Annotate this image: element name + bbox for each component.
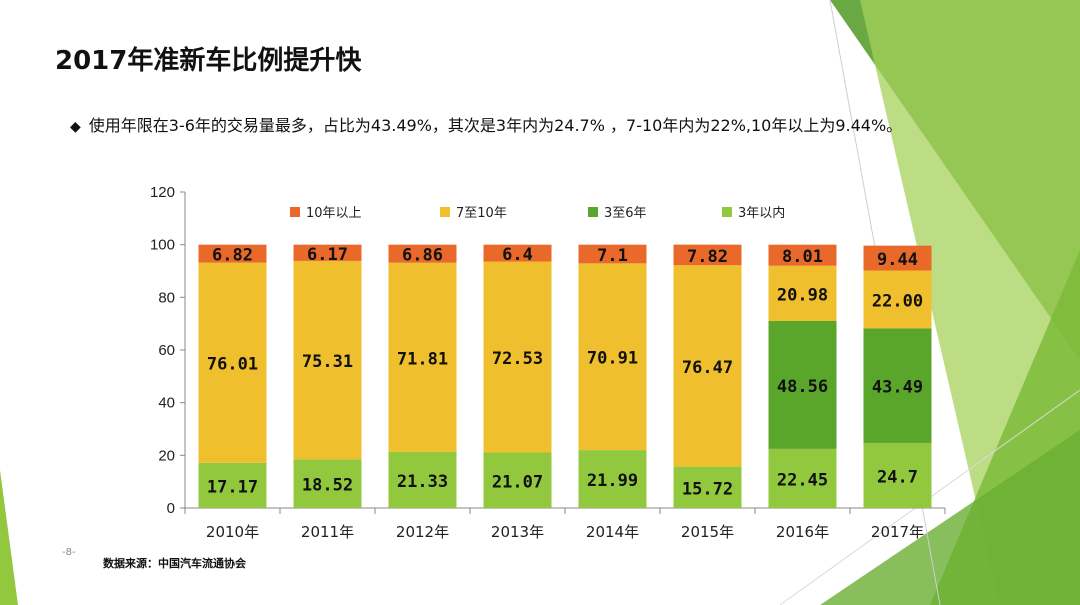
bar-segment (388, 262, 457, 452)
data-label: 22.00 (872, 291, 923, 311)
bullet-diamond-icon: ◆ (70, 119, 81, 135)
bar-segment (578, 450, 647, 508)
data-label: 9.44 (877, 250, 918, 270)
bar-segment (293, 459, 362, 508)
y-tick-label: 40 (158, 395, 175, 412)
y-tick-label: 100 (150, 237, 175, 254)
bar-segment (863, 245, 932, 271)
bullet-text: 使用年限在3-6年的交易量最多，占比为43.49%，其次是3年内为24.7% ，… (88, 116, 903, 135)
data-label: 24.7 (877, 467, 918, 487)
deco-bottom-triangle (820, 430, 1080, 605)
data-label: 70.91 (587, 349, 638, 369)
bar-segment (673, 265, 742, 467)
legend-label: 10年以上 (306, 206, 362, 221)
data-label: 21.99 (587, 471, 638, 491)
bar-segment (388, 244, 457, 263)
data-label: 7.82 (687, 247, 728, 267)
data-label: 6.82 (212, 246, 253, 266)
legend-label: 3至6年 (604, 206, 647, 221)
bar-segment (768, 265, 837, 322)
bar-segment (768, 321, 837, 449)
x-tick-label: 2016年 (776, 523, 829, 541)
slide-title: 2017年准新车比例提升快 (55, 46, 362, 76)
legend-swatch (722, 207, 732, 217)
bar-segment (293, 244, 362, 261)
x-tick-label: 2014年 (586, 523, 639, 541)
bar-segment (863, 328, 932, 443)
data-label: 7.1 (597, 246, 628, 266)
data-label: 76.01 (207, 355, 258, 375)
bar-segment (673, 466, 742, 508)
y-tick-label: 60 (158, 342, 175, 359)
bar-segment (198, 244, 267, 263)
y-tick-label: 80 (158, 289, 175, 306)
data-label: 48.56 (777, 377, 828, 397)
bar-segment (198, 262, 267, 463)
x-tick-label: 2015年 (681, 523, 734, 541)
bar-segment (578, 263, 647, 451)
bar-segment (198, 462, 267, 508)
legend-label: 7至10年 (456, 206, 507, 221)
bar-segment (863, 442, 932, 508)
bar-segment (863, 270, 932, 329)
x-tick-label: 2013年 (491, 523, 544, 541)
bar-segment (578, 244, 647, 264)
x-tick-label: 2011年 (301, 523, 354, 541)
data-label: 6.17 (307, 245, 348, 265)
data-label: 8.01 (782, 247, 823, 267)
data-label: 6.86 (402, 246, 443, 266)
page-number: -8- (62, 547, 76, 558)
legend-swatch (588, 207, 598, 217)
legend-label: 3年以内 (738, 205, 785, 221)
legend-swatch (440, 207, 450, 217)
data-label: 72.53 (492, 349, 543, 369)
y-tick-label: 120 (150, 184, 175, 201)
data-label: 43.49 (872, 378, 923, 398)
bar-segment (483, 261, 552, 453)
bar-segment (768, 244, 837, 266)
bar-segment (768, 448, 837, 508)
data-label: 18.52 (302, 476, 353, 496)
data-label: 20.98 (777, 285, 828, 305)
bar-segment (388, 451, 457, 508)
data-label: 71.81 (397, 349, 448, 369)
data-label: 75.31 (302, 352, 353, 372)
deco-left-sliver (0, 470, 18, 605)
data-label: 76.47 (682, 358, 733, 378)
legend-swatch (290, 207, 300, 217)
data-label: 21.07 (492, 472, 543, 492)
data-source: 数据来源：中国汽车流通协会 (103, 557, 246, 570)
bar-segment (293, 260, 362, 460)
y-tick-label: 20 (158, 447, 175, 464)
data-label: 15.72 (682, 479, 733, 499)
x-tick-label: 2012年 (396, 523, 449, 541)
bullet-row: ◆ 使用年限在3-6年的交易量最多，占比为43.49%，其次是3年内为24.7% … (70, 112, 902, 136)
data-label: 6.4 (502, 245, 533, 265)
bar-segment (673, 244, 742, 266)
data-label: 17.17 (207, 477, 258, 497)
data-label: 22.45 (777, 470, 828, 490)
y-tick-label: 0 (167, 500, 175, 517)
bar-segment (483, 452, 552, 508)
x-tick-label: 2017年 (871, 523, 924, 541)
data-label: 21.33 (397, 472, 448, 492)
x-tick-label: 2010年 (206, 523, 259, 541)
bar-segment (483, 244, 552, 262)
